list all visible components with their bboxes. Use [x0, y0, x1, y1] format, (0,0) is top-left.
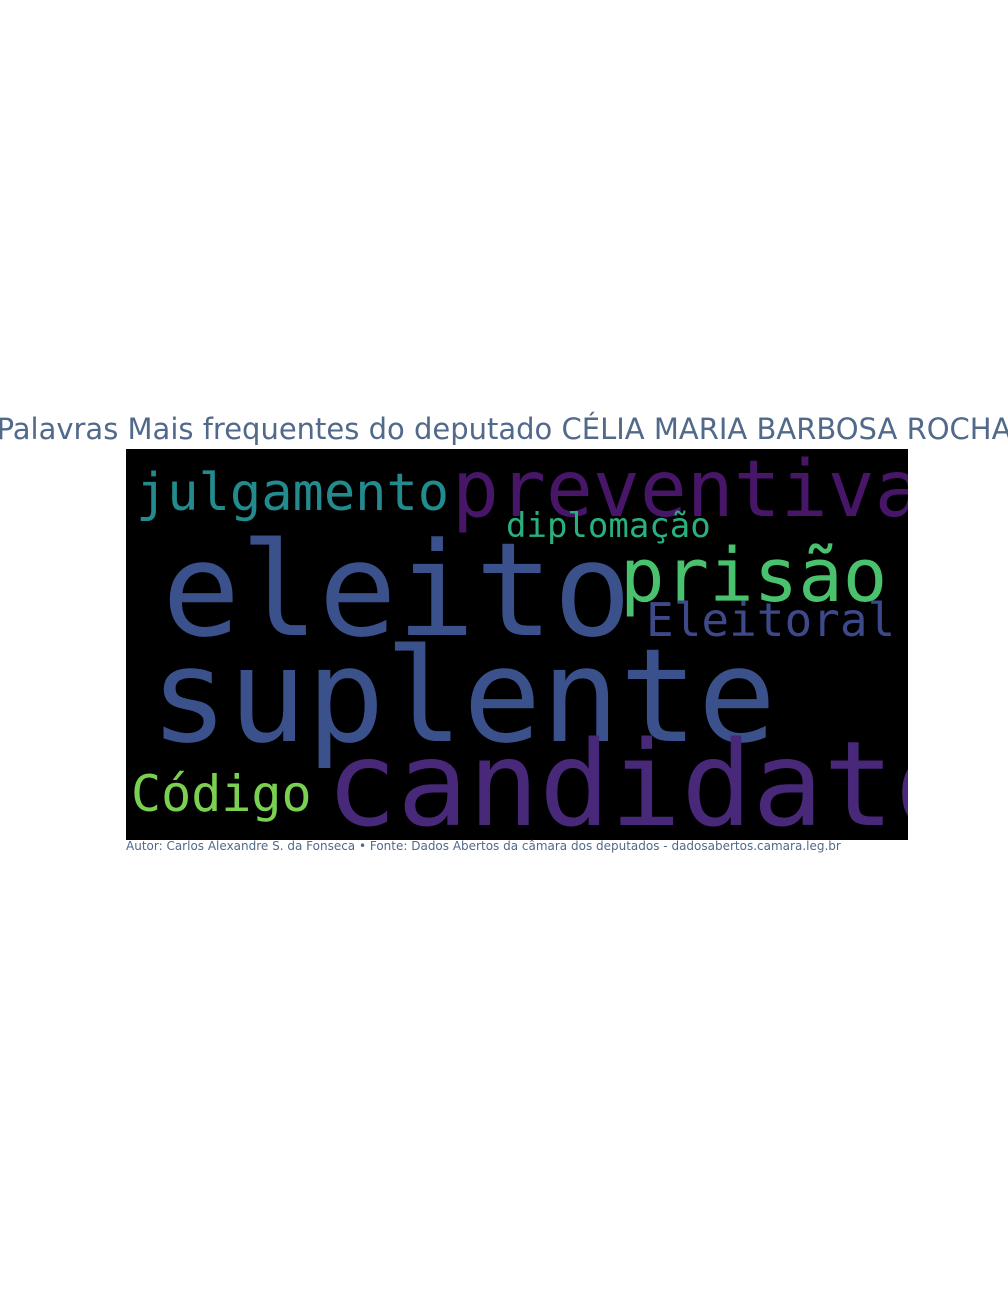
word-candidato: candidato: [326, 715, 908, 840]
word-cloud: suplente candidato eleito preventiva pri…: [126, 449, 908, 840]
word-preventiva: preventiva: [452, 449, 908, 535]
word-prisao: prisão: [620, 533, 888, 619]
word-suplente: suplente: [150, 620, 777, 772]
word-codigo: Código: [131, 765, 312, 823]
credit-line: Autor: Carlos Alexandre S. da Fonseca • …: [126, 839, 841, 853]
word-eleito: eleito: [162, 514, 632, 666]
word-julgamento: julgamento: [136, 463, 450, 523]
word-diplomacao: diplomação: [506, 506, 711, 546]
word-eleitoral: Eleitoral: [646, 593, 896, 647]
chart-title: Palavras Mais frequentes do deputado CÉL…: [0, 412, 1008, 446]
